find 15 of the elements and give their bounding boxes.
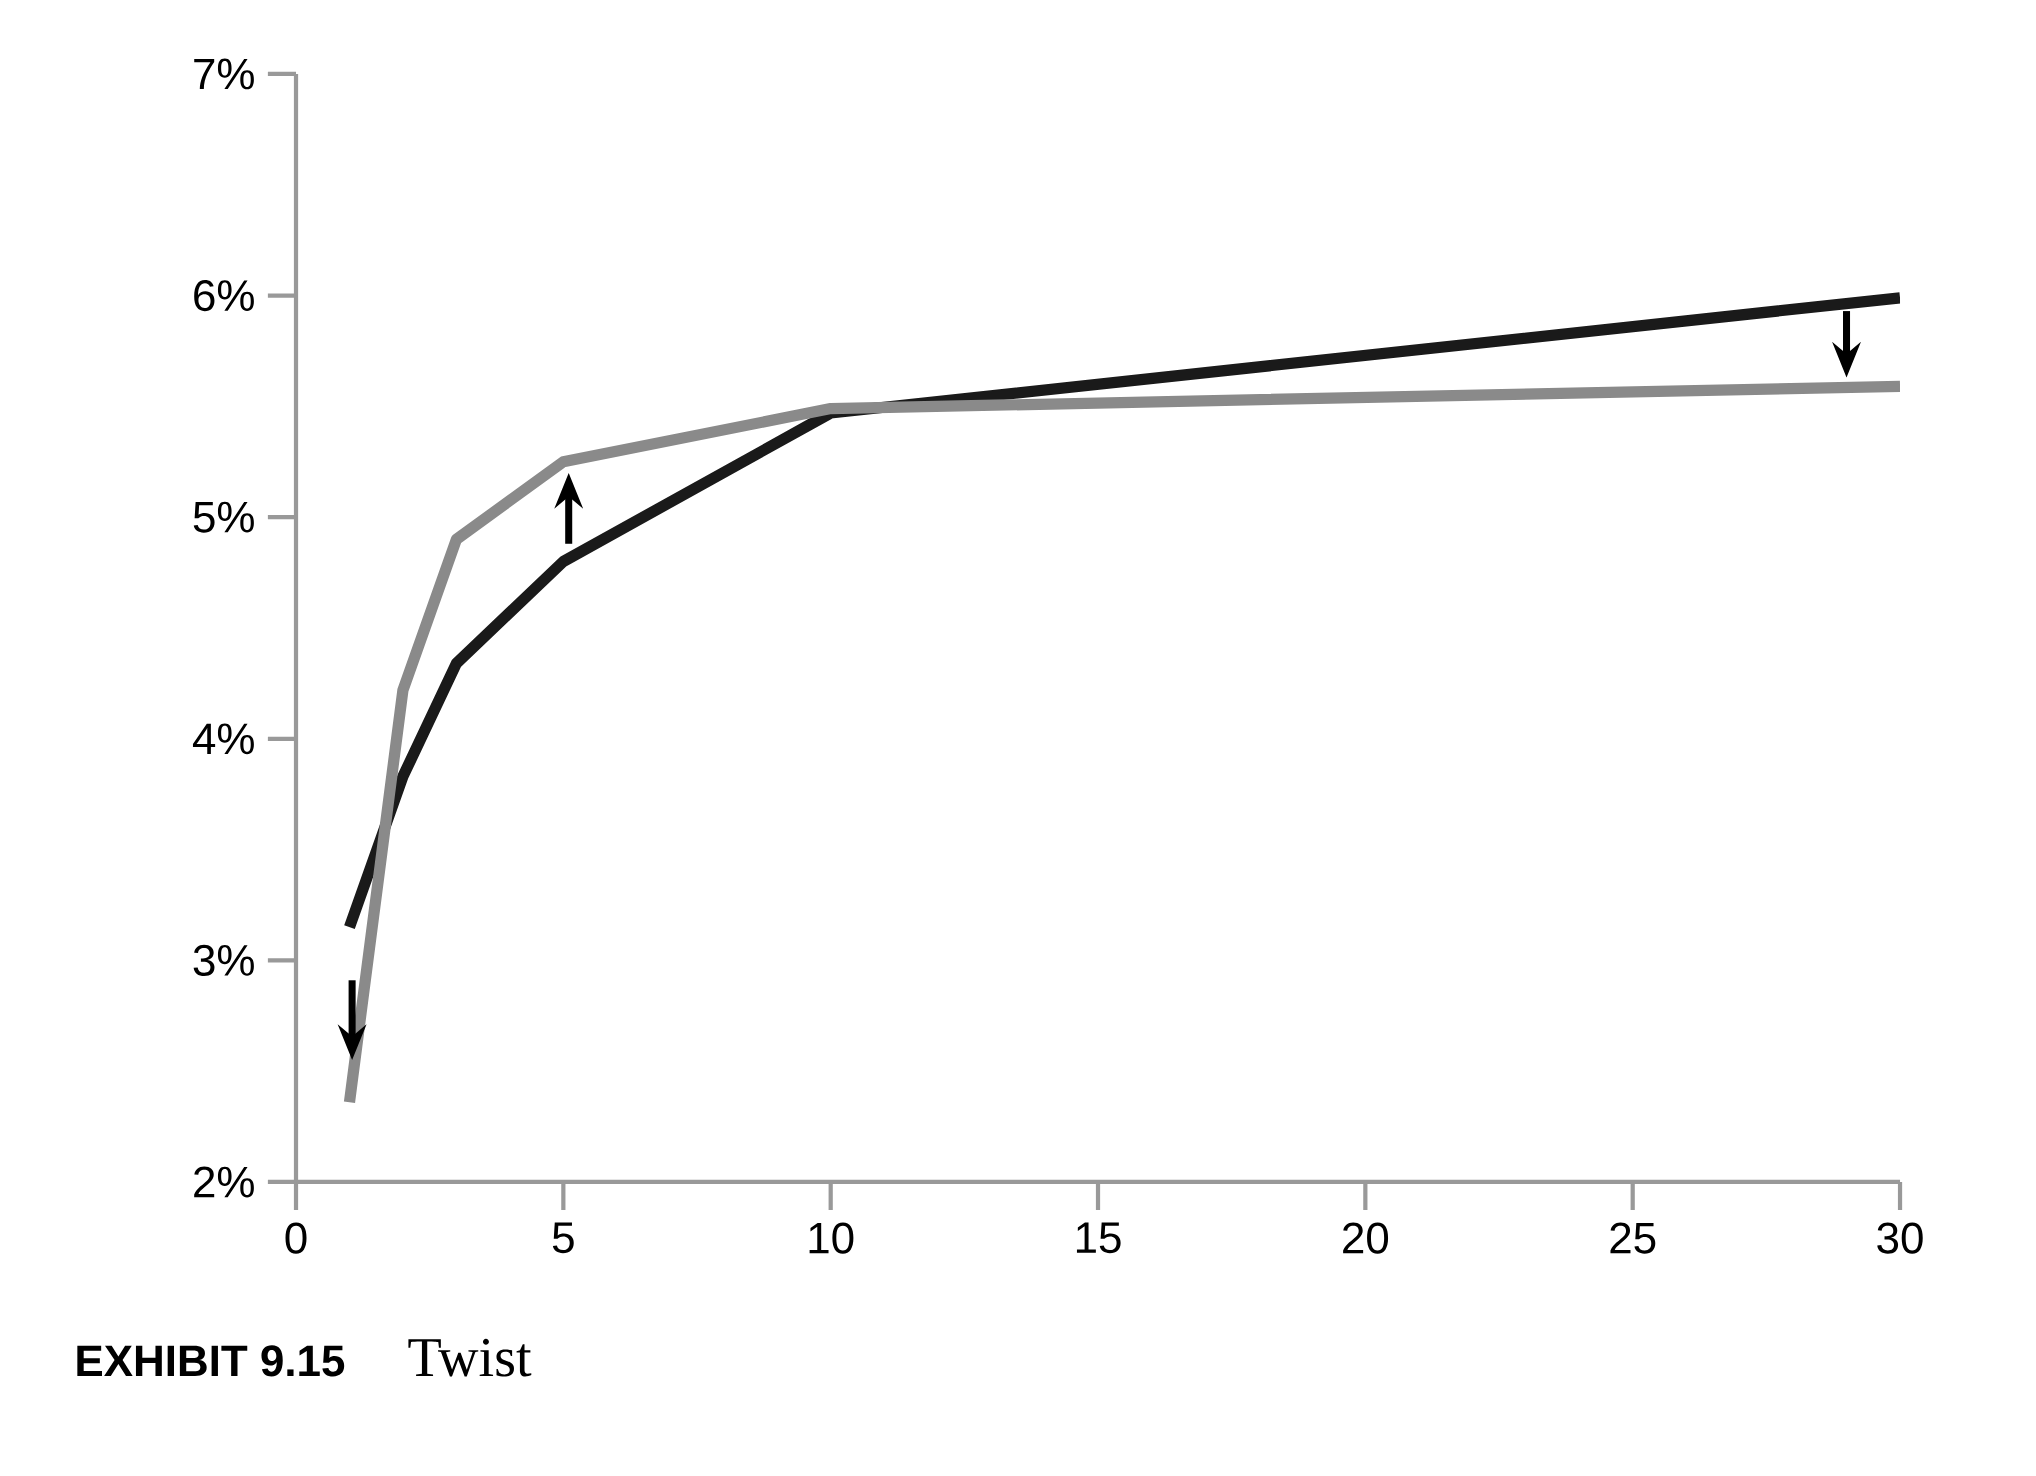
x-tick-label: 25 (1610, 1222, 1656, 1254)
y-tick-label: 5% (193, 501, 254, 533)
y-tick-label: 2% (194, 1166, 254, 1198)
x-tick-label: 30 (1877, 1222, 1923, 1254)
text: EXHIBIT 9.15 (77, 1345, 345, 1377)
y-tick-label: 7% (194, 58, 254, 90)
y-tick-label: 6% (194, 280, 254, 312)
y-tick-label: 4% (192, 723, 254, 755)
x-tick-label: 20 (1343, 1222, 1389, 1254)
x-tick-label: 5 (552, 1222, 574, 1254)
x-tick-label: 10 (809, 1222, 854, 1254)
x-tick-label: 0 (285, 1222, 307, 1254)
y-tick-label: 3% (193, 944, 254, 976)
text: Twist (408, 1338, 532, 1377)
x-tick-label: 15 (1076, 1222, 1121, 1254)
